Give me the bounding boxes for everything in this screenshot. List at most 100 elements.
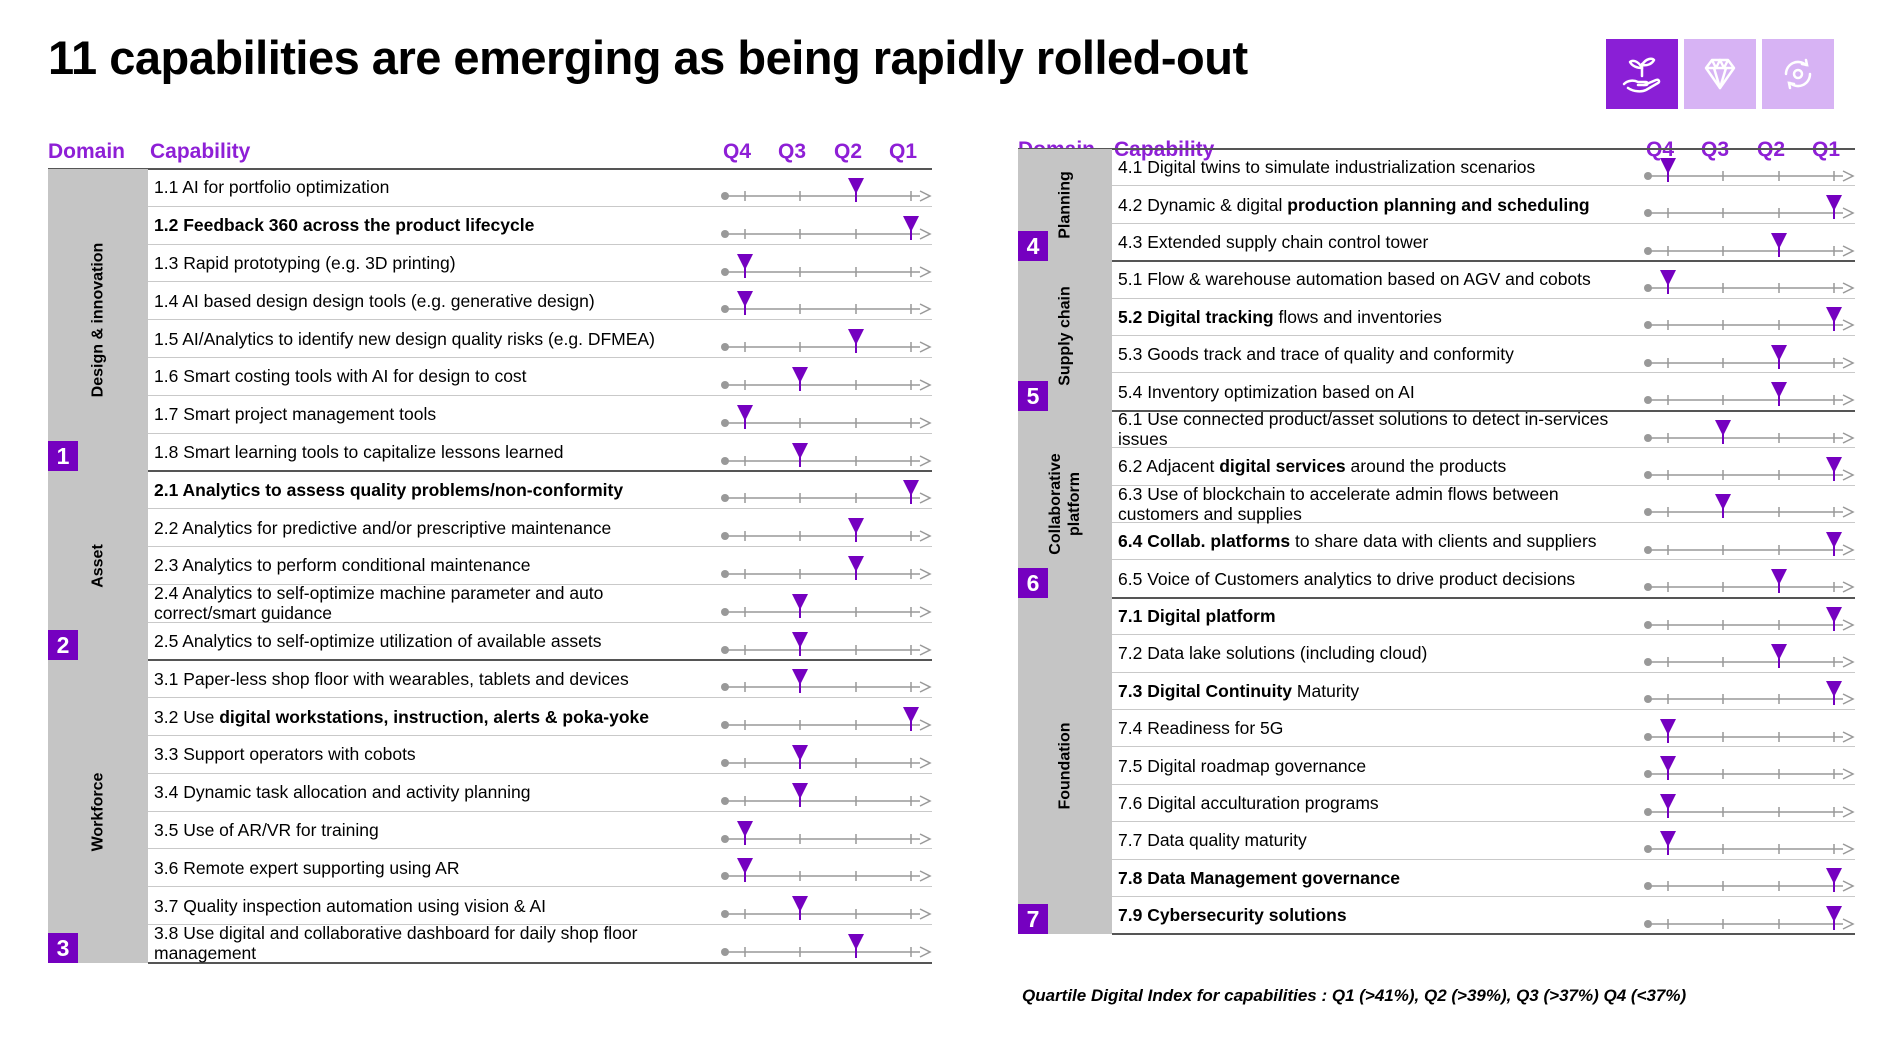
quartile-marker-q3 <box>792 669 808 686</box>
quartile-marker-q4 <box>737 291 753 308</box>
capability-row: 7.9 Cybersecurity solutions <box>1112 897 1855 936</box>
capability-label: 2.4 Analytics to self-optimize machine p… <box>154 583 604 624</box>
capability-row: 6.1 Use connected product/asset solution… <box>1112 408 1855 449</box>
capability-row: 1.4 AI based design design tools (e.g. g… <box>148 282 932 321</box>
quartile-marker-q1 <box>1826 905 1842 922</box>
quartile-marker-q1 <box>903 215 919 232</box>
quartile-axis <box>1644 494 1855 520</box>
quartile-axis <box>1644 793 1855 820</box>
quartile-axis <box>1644 531 1855 558</box>
quartile-marker-q1 <box>1826 456 1842 473</box>
quartile-axis <box>1644 157 1855 184</box>
quartile-marker-q3 <box>1715 494 1731 511</box>
capability-row: 3.6 Remote expert supporting using AR <box>148 849 932 888</box>
quartile-footnote: Quartile Digital Index for capabilities … <box>1022 986 1687 1005</box>
quartile-marker-q1 <box>1826 681 1842 698</box>
quartile-axis <box>721 593 932 620</box>
capability-label: 7.7 Data quality maturity <box>1118 830 1307 851</box>
quartile-axis <box>1644 344 1855 371</box>
capability-row: 2.2 Analytics for predictive and/or pres… <box>148 509 932 547</box>
capability-row: 1.6 Smart costing tools with AI for desi… <box>148 358 932 396</box>
left-header-q2: Q2 <box>833 140 862 163</box>
capability-label: 2.5 Analytics to self-optimize utilizati… <box>154 630 602 651</box>
quartile-axis <box>721 480 932 506</box>
left-header-q3: Q3 <box>777 140 806 163</box>
capability-row: 3.2 Use digital workstations, instructio… <box>148 698 932 736</box>
capability-row: 1.2 Feedback 360 across the product life… <box>148 207 932 245</box>
quartile-axis <box>1644 643 1855 670</box>
quartile-axis <box>1644 606 1855 633</box>
quartile-marker-q3 <box>792 782 808 799</box>
capability-label: 7.2 Data lake solutions (including cloud… <box>1118 643 1428 664</box>
capability-row: 6.3 Use of blockchain to accelerate admi… <box>1112 484 1855 524</box>
quartile-axis <box>721 215 932 242</box>
quartile-axis <box>721 631 932 658</box>
capability-label: 4.2 Dynamic & digital production plannin… <box>1118 194 1590 215</box>
quartile-axis <box>1644 232 1855 259</box>
quartile-marker-q4 <box>1660 830 1676 847</box>
capability-row: 3.5 Use of AR/VR for training <box>148 812 932 850</box>
domain-label-4: Planning <box>1056 171 1074 239</box>
capability-row: 7.8 Data Management governance <box>1112 860 1855 897</box>
left-header-capability: Capability <box>150 140 251 163</box>
capability-label: 6.2 Adjacent digital services around the… <box>1118 456 1507 477</box>
capability-label: 4.3 Extended supply chain control tower <box>1118 231 1429 252</box>
quartile-marker-q3 <box>792 366 808 383</box>
quartile-marker-q4 <box>737 404 753 421</box>
capability-label: 4.1 Digital twins to simulate industrial… <box>1118 157 1536 178</box>
capability-row: 7.7 Data quality maturity <box>1112 822 1855 860</box>
capability-label: 1.2 Feedback 360 across the product life… <box>154 215 535 236</box>
domain-number-2: 2 <box>48 630 78 661</box>
capability-row: 1.8 Smart learning tools to capitalize l… <box>148 434 932 473</box>
quartile-marker-q4 <box>1660 756 1676 773</box>
capability-label: 2.3 Analytics to perform conditional mai… <box>154 555 531 576</box>
quartile-axis <box>721 744 932 771</box>
quartile-axis <box>1644 382 1855 408</box>
capability-row: 6.4 Collab. platforms to share data with… <box>1112 523 1855 561</box>
domain-number-3: 3 <box>48 932 78 963</box>
capability-label: 6.5 Voice of Customers analytics to driv… <box>1118 568 1576 589</box>
quartile-marker-q3 <box>792 631 808 648</box>
capability-label: 7.4 Readiness for 5G <box>1118 718 1284 739</box>
capability-row: 3.7 Quality inspection automation using … <box>148 887 932 925</box>
quartile-marker-q2 <box>1771 569 1787 586</box>
quartile-marker-q3 <box>1715 419 1731 436</box>
left-header-q1: Q1 <box>888 140 917 163</box>
capability-row: 2.3 Analytics to perform conditional mai… <box>148 547 932 585</box>
capability-label: 6.1 Use connected product/asset solution… <box>1118 408 1609 449</box>
quartile-marker-q2 <box>1771 382 1787 399</box>
quartile-axis <box>721 782 932 809</box>
domain-number-5: 5 <box>1018 380 1048 411</box>
domain-label-1: Design & innovation <box>89 242 107 398</box>
capability-row: 5.4 Inventory optimization based on AI <box>1112 373 1855 412</box>
quartile-axis <box>1644 419 1855 446</box>
quartile-marker-q2 <box>848 555 864 572</box>
quartile-marker-q1 <box>903 707 919 724</box>
capability-label: 7.1 Digital platform <box>1118 605 1276 626</box>
quartile-marker-q4 <box>1660 718 1676 735</box>
quartile-axis <box>721 820 932 847</box>
capability-label: 1.8 Smart learning tools to capitalize l… <box>154 441 564 462</box>
capability-label: 3.5 Use of AR/VR for training <box>154 819 379 840</box>
quartile-axis <box>1644 830 1855 857</box>
quartile-marker-q4 <box>1660 269 1676 286</box>
quartile-marker-q2 <box>848 329 864 346</box>
capability-label: 1.4 AI based design design tools (e.g. g… <box>154 290 595 311</box>
quartile-axis <box>721 518 932 544</box>
capability-label: 7.5 Digital roadmap governance <box>1118 755 1367 776</box>
quartile-marker-q1 <box>1826 531 1842 548</box>
quartile-marker-q2 <box>1771 643 1787 660</box>
quartile-axis <box>721 177 932 204</box>
left-header-domain: Domain <box>48 140 126 163</box>
quartile-marker-q2 <box>848 933 864 950</box>
quartile-axis <box>1644 269 1855 296</box>
domain-number-1: 1 <box>48 441 78 472</box>
capability-label: 2.2 Analytics for predictive and/or pres… <box>154 517 612 538</box>
capability-label: 3.8 Use digital and collaborative dashbo… <box>154 923 638 964</box>
capability-row: 1.3 Rapid prototyping (e.g. 3D printing) <box>148 245 932 283</box>
quartile-marker-q4 <box>737 253 753 270</box>
capability-row: 3.3 Support operators with cobots <box>148 736 932 774</box>
capability-row: 1.7 Smart project management tools <box>148 396 932 434</box>
quartile-marker-q1 <box>1826 606 1842 623</box>
capability-row: 2.1 Analytics to assess quality problems… <box>148 471 932 510</box>
